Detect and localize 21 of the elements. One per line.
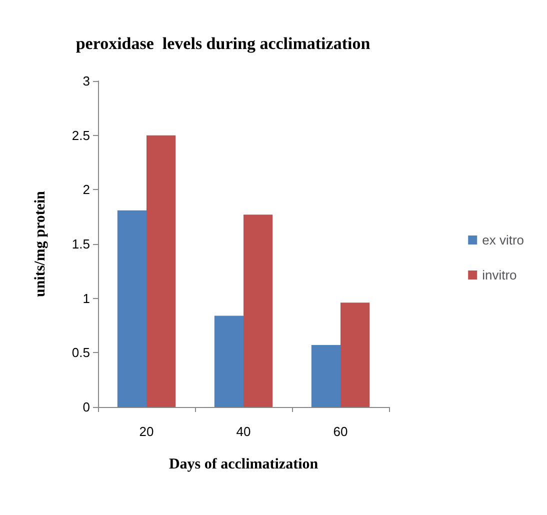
y-tick-label: 3	[82, 74, 90, 88]
bar	[244, 214, 273, 407]
legend-label: ex vitro	[482, 232, 524, 248]
x-tick-label: 40	[236, 424, 251, 439]
bar	[214, 316, 244, 407]
y-tick-label: 2.5	[72, 128, 90, 143]
bar	[311, 345, 340, 407]
y-tick-label: 1	[82, 290, 90, 306]
legend-label: invitro	[482, 268, 517, 282]
x-tick-label: 20	[139, 424, 154, 439]
y-tick-label: 0	[82, 400, 90, 414]
x-tick-label: 60	[333, 424, 348, 439]
y-tick-label: 1.5	[72, 236, 90, 252]
bar	[340, 302, 370, 407]
y-tick-label: 0.5	[72, 345, 90, 360]
y-tick-label: 2	[82, 182, 90, 198]
chart-title: peroxidase levels during acclimatization	[76, 34, 371, 53]
y-axis-title: units/mg protein	[32, 190, 48, 297]
bar	[146, 135, 176, 407]
bar	[117, 210, 146, 407]
x-axis-title: Days of acclimatization	[168, 456, 319, 472]
